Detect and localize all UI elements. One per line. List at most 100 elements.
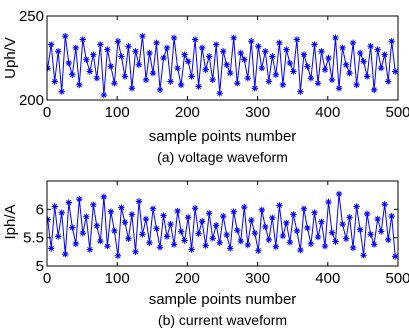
data-point — [370, 241, 378, 248]
data-point — [290, 211, 297, 218]
data-point — [65, 59, 72, 67]
data-point — [234, 80, 241, 87]
data-point — [248, 216, 255, 224]
data-point — [79, 36, 87, 43]
x-tick-label: 100 — [105, 104, 130, 121]
data-point — [237, 237, 244, 245]
data-point — [216, 90, 223, 97]
data-point — [258, 206, 266, 214]
data-point — [332, 34, 339, 42]
data-point — [283, 219, 290, 227]
data-point — [377, 64, 385, 72]
data-point — [279, 232, 287, 240]
data-point — [83, 213, 90, 220]
y-tick-label: 250 — [19, 8, 44, 25]
data-point — [202, 242, 209, 249]
data-point — [325, 198, 332, 206]
y-axis-label: Iph/A — [2, 204, 19, 239]
x-axis-label: sample points number — [149, 291, 297, 308]
data-point — [346, 214, 353, 221]
y-tick-label: 5 — [36, 258, 44, 275]
data-point — [195, 230, 202, 237]
data-point — [304, 63, 311, 70]
data-point — [353, 81, 360, 89]
data-point — [135, 198, 143, 205]
data-point — [332, 238, 339, 245]
data-point — [191, 205, 199, 212]
data-point — [132, 48, 139, 55]
data-point — [198, 44, 206, 52]
data-point — [367, 231, 374, 238]
data-point — [307, 74, 315, 82]
data-point — [153, 39, 160, 47]
data-point — [177, 81, 185, 89]
current-chart: 0 100 200 300 400 500 5 5.5 6 sample points numbe… — [2, 180, 409, 328]
data-point — [297, 88, 304, 95]
data-point — [311, 41, 318, 48]
data-point — [79, 229, 87, 237]
data-point — [234, 227, 241, 234]
voltage-chart: 0 100 200 300 400 500 200 250 sample points numb… — [2, 8, 409, 165]
data-point — [216, 239, 223, 246]
data-point — [51, 203, 58, 210]
data-point — [170, 241, 178, 248]
data-point — [111, 80, 118, 87]
x-tick-label: 500 — [385, 270, 409, 287]
data-point — [388, 38, 395, 45]
data-point — [265, 236, 273, 244]
data-point — [321, 242, 329, 250]
data-point — [128, 211, 136, 218]
data-point — [325, 54, 332, 62]
data-point — [258, 64, 266, 72]
data-point — [156, 86, 164, 94]
y-tick-label: 200 — [19, 92, 44, 109]
data-point — [72, 240, 79, 248]
data-point — [227, 69, 234, 77]
data-point — [111, 227, 118, 235]
data-point — [241, 203, 248, 211]
data-point — [65, 199, 72, 206]
x-tick-label: 400 — [315, 270, 340, 287]
series-line — [47, 193, 396, 257]
data-point — [391, 253, 398, 260]
data-point — [328, 76, 336, 84]
data-point — [142, 76, 150, 84]
data-point — [62, 250, 69, 258]
data-point — [269, 53, 276, 60]
y-axis-label: Uph/V — [2, 37, 19, 79]
data-point — [149, 205, 157, 212]
data-point — [55, 48, 62, 55]
data-point — [360, 58, 367, 65]
data-point — [241, 56, 248, 63]
data-point — [276, 39, 283, 47]
data-point — [384, 236, 392, 244]
data-point — [83, 56, 90, 63]
data-point — [125, 43, 132, 50]
data-point — [184, 58, 192, 65]
data-point — [188, 73, 195, 80]
data-point — [149, 69, 157, 77]
data-point — [272, 243, 280, 250]
data-point — [293, 36, 301, 43]
data-point — [314, 80, 322, 87]
data-point — [202, 66, 209, 73]
data-point — [188, 246, 195, 253]
series-line — [47, 36, 396, 96]
data-point — [146, 49, 153, 57]
data-point — [321, 66, 329, 73]
data-point — [293, 227, 301, 235]
data-point — [90, 51, 97, 58]
data-point — [97, 41, 104, 48]
data-point — [349, 244, 357, 252]
data-point — [153, 225, 160, 232]
data-point — [300, 51, 308, 58]
data-point — [244, 241, 251, 249]
data-point — [265, 78, 273, 85]
data-point — [118, 204, 125, 211]
data-point — [48, 41, 55, 48]
data-point — [251, 229, 258, 237]
data-point — [62, 32, 69, 40]
data-point — [181, 237, 188, 244]
data-point — [349, 39, 357, 47]
